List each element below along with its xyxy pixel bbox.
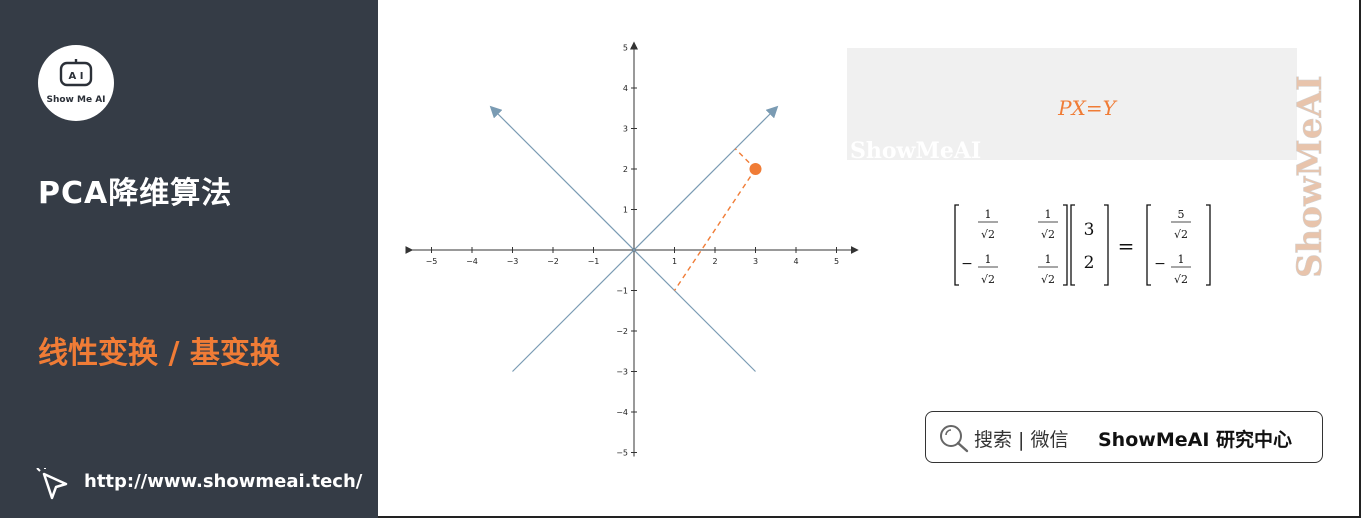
equation-text: PX=Y bbox=[1058, 96, 1116, 120]
cursor-click-icon bbox=[36, 468, 68, 500]
robot-icon: A I bbox=[59, 59, 93, 87]
page-title: PCA降维算法 bbox=[38, 176, 233, 211]
y-tick-label: 4 bbox=[623, 84, 628, 93]
showmeai-logo: A I Show Me AI bbox=[38, 45, 114, 121]
vertical-watermark: ShowMeAI bbox=[1293, 75, 1327, 278]
y-tick-label: 2 bbox=[623, 165, 628, 174]
search-icon bbox=[940, 425, 969, 453]
search-box[interactable]: 搜索 | 微信 ShowMeAI 研究中心 bbox=[925, 411, 1323, 463]
y-tick-label: 1 bbox=[623, 206, 628, 215]
logo-text: Show Me AI bbox=[46, 95, 106, 105]
matrix-m22-num: 1 bbox=[1045, 253, 1052, 266]
matrix-equation: 1 √2 1 √2 − 1 √2 1 √2 3 2 = 5 bbox=[954, 204, 1211, 286]
y-tick-label: −4 bbox=[616, 408, 628, 417]
x-tick-label: −5 bbox=[426, 257, 438, 266]
data-point bbox=[749, 163, 762, 175]
equals-sign: = bbox=[1118, 234, 1135, 258]
x-tick-label: 2 bbox=[712, 257, 717, 266]
y-tick-label: 5 bbox=[623, 44, 628, 53]
y-tick-label: −5 bbox=[616, 449, 628, 458]
x-tick-label: −1 bbox=[588, 257, 600, 266]
matrix-m12-num: 1 bbox=[1045, 208, 1052, 221]
result-r1-num: 5 bbox=[1178, 208, 1185, 221]
result-r2-den: √2 bbox=[1174, 273, 1188, 286]
showmeai-watermark: ShowMeAI bbox=[850, 138, 982, 164]
equation-box: PX=Y bbox=[847, 48, 1297, 160]
svg-text:A I: A I bbox=[69, 71, 84, 82]
basis-line-positive bbox=[512, 105, 779, 372]
result-r2-num: 1 bbox=[1178, 253, 1185, 266]
y-tick-label: 3 bbox=[623, 125, 628, 134]
section-subtitle: 线性变换 / 基变换 bbox=[38, 336, 280, 371]
matrix-m21-den: √2 bbox=[981, 273, 995, 286]
svg-text:ShowMeAI: ShowMeAI bbox=[1293, 75, 1327, 278]
matrix-m22-den: √2 bbox=[1041, 273, 1055, 286]
x-tick-label: −4 bbox=[466, 257, 478, 266]
result-r1-den: √2 bbox=[1174, 228, 1188, 241]
vector-x: 3 bbox=[1084, 220, 1095, 240]
x-tick-label: 4 bbox=[793, 257, 798, 266]
x-tick-label: 1 bbox=[672, 257, 677, 266]
x-tick-label: 5 bbox=[834, 257, 839, 266]
matrix-m12-den: √2 bbox=[1041, 228, 1055, 241]
x-tick-label: −3 bbox=[507, 257, 519, 266]
coordinate-graph: −5 −4 −3 −2 −1 1 2 3 4 5 5 4 3 2 1 −1 −2 −3 −4 −5 bbox=[405, 41, 859, 458]
basis-line-negative bbox=[489, 105, 756, 372]
y-tick-label: −2 bbox=[616, 327, 628, 336]
matrix-m21-num: 1 bbox=[985, 253, 992, 266]
matrix-m11-den: √2 bbox=[981, 228, 995, 241]
slide-border-bottom bbox=[378, 516, 1361, 518]
matrix-m21-sign: − bbox=[961, 256, 973, 272]
y-tick-label: −1 bbox=[616, 287, 628, 296]
sidebar: A I Show Me AI PCA降维算法 线性变换 / 基变换 http:/… bbox=[0, 0, 378, 518]
slide-border-right bbox=[1359, 0, 1361, 518]
vector-y: 2 bbox=[1084, 253, 1095, 273]
x-tick-label: 3 bbox=[753, 257, 758, 266]
matrix-m11-num: 1 bbox=[985, 208, 992, 221]
projection-line-2 bbox=[673, 168, 757, 291]
search-label: 搜索 | 微信 bbox=[974, 429, 1069, 451]
result-r2-sign: − bbox=[1154, 256, 1166, 272]
x-tick-label: −2 bbox=[547, 257, 559, 266]
website-link[interactable]: http://www.showmeai.tech/ bbox=[84, 471, 363, 492]
search-brand: ShowMeAI 研究中心 bbox=[1098, 429, 1292, 451]
y-tick-label: −3 bbox=[616, 368, 628, 377]
